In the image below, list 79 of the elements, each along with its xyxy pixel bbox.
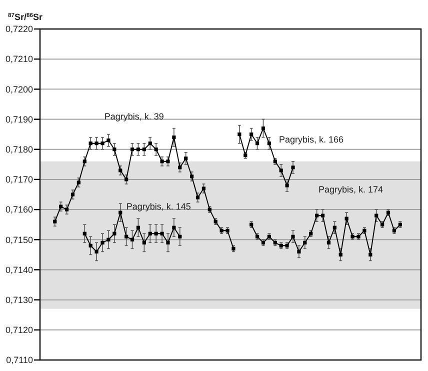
point bbox=[136, 148, 140, 152]
point bbox=[112, 148, 116, 152]
y-tick-label: 0,7110 bbox=[6, 355, 33, 366]
point bbox=[178, 234, 182, 238]
point bbox=[178, 166, 182, 170]
y-tick-label: 0,7220 bbox=[5, 24, 33, 34]
series-label: Pagrybis, k. 166 bbox=[279, 134, 344, 144]
point bbox=[332, 226, 336, 230]
point bbox=[166, 240, 170, 244]
point bbox=[190, 174, 194, 178]
point bbox=[148, 232, 152, 236]
point bbox=[166, 160, 170, 164]
point bbox=[338, 252, 342, 256]
point bbox=[118, 210, 122, 214]
y-tick-label: 0,7210 bbox=[5, 54, 33, 64]
point bbox=[82, 160, 86, 164]
point bbox=[136, 226, 140, 230]
point bbox=[285, 184, 289, 188]
point bbox=[59, 204, 63, 208]
point bbox=[368, 252, 372, 256]
point bbox=[303, 240, 307, 244]
point bbox=[291, 234, 295, 238]
point bbox=[374, 214, 378, 218]
point bbox=[154, 232, 158, 236]
point bbox=[124, 234, 128, 238]
point bbox=[106, 138, 110, 142]
point bbox=[320, 214, 325, 218]
point bbox=[82, 232, 86, 236]
point bbox=[326, 240, 331, 244]
point bbox=[53, 220, 57, 224]
series-label: Pagrybis, k. 39 bbox=[104, 111, 164, 122]
point bbox=[142, 240, 146, 244]
point bbox=[160, 160, 164, 164]
series-label: Pagrybis, k. 145 bbox=[126, 202, 191, 212]
point bbox=[172, 226, 176, 230]
point bbox=[172, 136, 176, 140]
y-tick-label: 0,7200 bbox=[5, 84, 33, 94]
y-tick-label: 0,7170 bbox=[5, 174, 33, 185]
y-tick-label: 0,7140 bbox=[5, 264, 33, 275]
point bbox=[64, 208, 69, 212]
point bbox=[94, 250, 98, 254]
y-tick-label: 0,7150 bbox=[5, 234, 33, 245]
y-tick-label: 0,7180 bbox=[5, 144, 33, 155]
point bbox=[261, 126, 266, 130]
point bbox=[250, 132, 254, 136]
point bbox=[202, 186, 206, 190]
point bbox=[100, 240, 104, 244]
point bbox=[154, 148, 158, 152]
point bbox=[76, 180, 80, 184]
point bbox=[88, 244, 92, 248]
point bbox=[291, 166, 295, 170]
point bbox=[279, 168, 283, 172]
point bbox=[148, 142, 152, 146]
point bbox=[142, 148, 146, 152]
point bbox=[112, 232, 116, 236]
point bbox=[344, 216, 348, 220]
point bbox=[238, 132, 242, 136]
point bbox=[124, 178, 128, 182]
series-label: Pagrybis, k. 174 bbox=[318, 184, 384, 195]
point bbox=[297, 250, 301, 254]
y-axis-title: $^{87}$Sr/$^{86}$Sr bbox=[8, 12, 44, 22]
y-tick-label: 0,7160 bbox=[5, 204, 33, 215]
point bbox=[255, 142, 260, 146]
point bbox=[196, 196, 200, 200]
point bbox=[184, 156, 188, 160]
point bbox=[130, 148, 134, 152]
y-tick-label: 0,7120 bbox=[5, 325, 33, 336]
point bbox=[118, 168, 122, 172]
point bbox=[94, 142, 98, 146]
point bbox=[160, 232, 164, 236]
point bbox=[315, 214, 319, 218]
point bbox=[70, 192, 75, 196]
point bbox=[130, 238, 134, 242]
point bbox=[106, 238, 110, 242]
point bbox=[88, 142, 92, 146]
point bbox=[100, 142, 104, 146]
y-tick-label: 0,7190 bbox=[5, 114, 33, 124]
y-tick-label: 0,7130 bbox=[5, 294, 33, 305]
point bbox=[267, 142, 271, 146]
